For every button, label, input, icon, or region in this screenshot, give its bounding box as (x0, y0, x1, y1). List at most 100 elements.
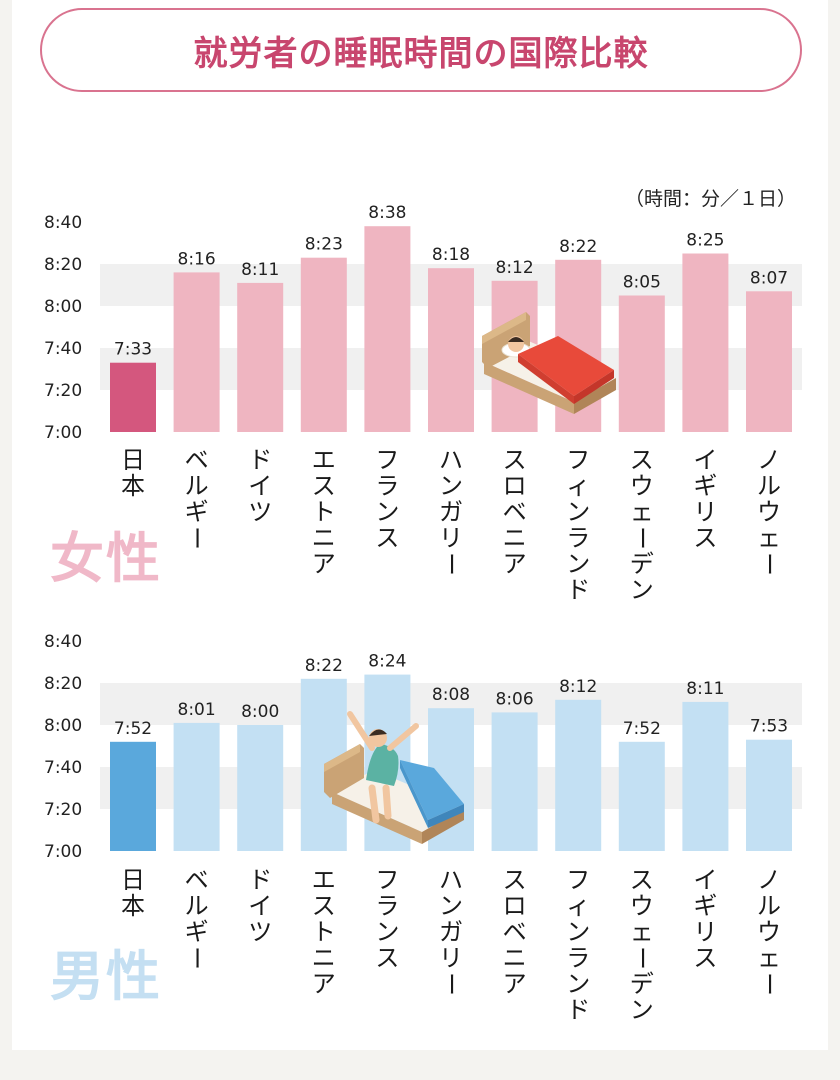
category-label-char: ル (757, 892, 781, 920)
y-tick-label: 8:00 (44, 297, 82, 317)
category-label-char: ェ (757, 944, 781, 972)
category-label-char: ロ (503, 472, 527, 500)
bar-3 (237, 282, 284, 432)
unit-note: （時間：分／１日） (624, 188, 796, 210)
infographic-card (12, 0, 828, 1050)
category-label-char: ニ (312, 524, 336, 552)
category-label-char: ン (375, 918, 399, 946)
bar-2 (173, 722, 220, 851)
category-label-char: ツ (248, 498, 272, 526)
bar-value-label: 8:05 (623, 273, 661, 293)
category-label-char: ー (755, 552, 783, 576)
category-label-char: ー (183, 526, 211, 550)
category-label-char: ド (566, 996, 590, 1024)
bar-value-label: 7:33 (114, 340, 152, 360)
bar-value-label: 7:52 (114, 719, 152, 739)
bar-value-label: 8:23 (305, 235, 343, 255)
category-label-char: リ (693, 918, 717, 946)
bar-2 (173, 272, 220, 432)
category-label-char: フ (375, 866, 399, 894)
category-label-char: ギ (693, 892, 717, 920)
category-label-char: ェ (630, 498, 654, 526)
category-label-char: ラ (566, 524, 590, 552)
bar-8 (555, 699, 602, 851)
bar-value-label: 8:24 (368, 652, 406, 672)
bar-9 (618, 295, 665, 432)
category-label-char: ギ (185, 498, 209, 526)
category-label-char: ス (693, 524, 717, 552)
category-label-char: ル (185, 892, 209, 920)
category-label-char: ト (312, 498, 336, 526)
category-label-char: ン (439, 892, 463, 920)
bar-value-label: 8:38 (368, 203, 406, 223)
y-tick-label: 8:20 (44, 674, 82, 694)
bar-7 (491, 712, 538, 851)
category-label-char: ー (437, 552, 465, 576)
bar-value-label: 8:12 (496, 258, 534, 278)
title-banner: 就労者の睡眠時間の国際比較 (40, 8, 802, 92)
category-label-char: ド (248, 866, 272, 894)
bar-value-label: 8:18 (432, 245, 470, 265)
bar-1 (110, 741, 156, 851)
category-label-char: イ (248, 472, 272, 500)
category-label-char: ア (312, 550, 336, 578)
category-label-char: ア (503, 550, 527, 578)
category-label-char: ギ (185, 918, 209, 946)
category-label-char: エ (312, 446, 336, 474)
category-label-char: ノ (757, 446, 781, 474)
category-label-char: ノ (757, 866, 781, 894)
category-label-char: ン (566, 970, 590, 998)
category-label-char: エ (312, 866, 336, 894)
category-label-char: ツ (248, 918, 272, 946)
category-label-char: ン (566, 550, 590, 578)
male-group-label: 男性 (50, 945, 162, 1008)
category-label-char: ウ (757, 498, 781, 526)
category-label-char: ガ (439, 918, 463, 946)
bar-10 (682, 701, 729, 851)
category-label-char: リ (439, 944, 463, 972)
category-label-char: ベ (503, 498, 527, 526)
category-label-char: ン (439, 472, 463, 500)
category-label-char: リ (439, 524, 463, 552)
category-label-char: ア (503, 970, 527, 998)
y-tick-label: 7:40 (44, 758, 82, 778)
category-label-char: ラ (566, 944, 590, 972)
category-label-char: ー (755, 972, 783, 996)
category-label-char: ト (312, 918, 336, 946)
category-label-char: フ (566, 866, 590, 894)
category-label-char: ニ (503, 944, 527, 972)
y-tick-label: 7:00 (44, 423, 82, 443)
category-label-char: フ (375, 446, 399, 474)
chart-title: 就労者の睡眠時間の国際比較 (193, 33, 649, 74)
category-label-char: ス (693, 944, 717, 972)
category-label-char: 日 (121, 446, 145, 474)
y-tick-label: 8:40 (44, 632, 82, 652)
category-label-char: ド (566, 576, 590, 604)
y-tick-label: 8:40 (44, 213, 82, 233)
y-tick-label: 7:00 (44, 842, 82, 862)
category-label-char: ー (628, 946, 656, 970)
category-label-char: フ (566, 446, 590, 474)
category-label-char: ン (375, 498, 399, 526)
category-label-char: ス (375, 944, 399, 972)
bar-value-label: 8:11 (686, 679, 724, 699)
category-label-char: ン (630, 576, 654, 604)
category-label-char: ィ (566, 472, 590, 500)
category-label-char: リ (693, 498, 717, 526)
category-label-char: 日 (121, 866, 145, 894)
bar-5 (364, 226, 411, 432)
category-label-char: ス (375, 524, 399, 552)
category-label-char: ン (630, 996, 654, 1024)
bar-value-label: 8:00 (241, 702, 279, 722)
category-label-char: ラ (375, 892, 399, 920)
category-label-char: デ (630, 970, 654, 998)
category-label-char: ス (630, 866, 654, 894)
female-group-label: 女性 (50, 527, 162, 590)
bar-3 (237, 725, 284, 851)
category-label-char: ハ (439, 866, 463, 894)
bar-value-label: 8:11 (241, 260, 279, 280)
bar-4 (300, 257, 347, 432)
category-label-char: ス (630, 446, 654, 474)
category-label-char: ウ (630, 472, 654, 500)
category-label-char: ィ (566, 892, 590, 920)
